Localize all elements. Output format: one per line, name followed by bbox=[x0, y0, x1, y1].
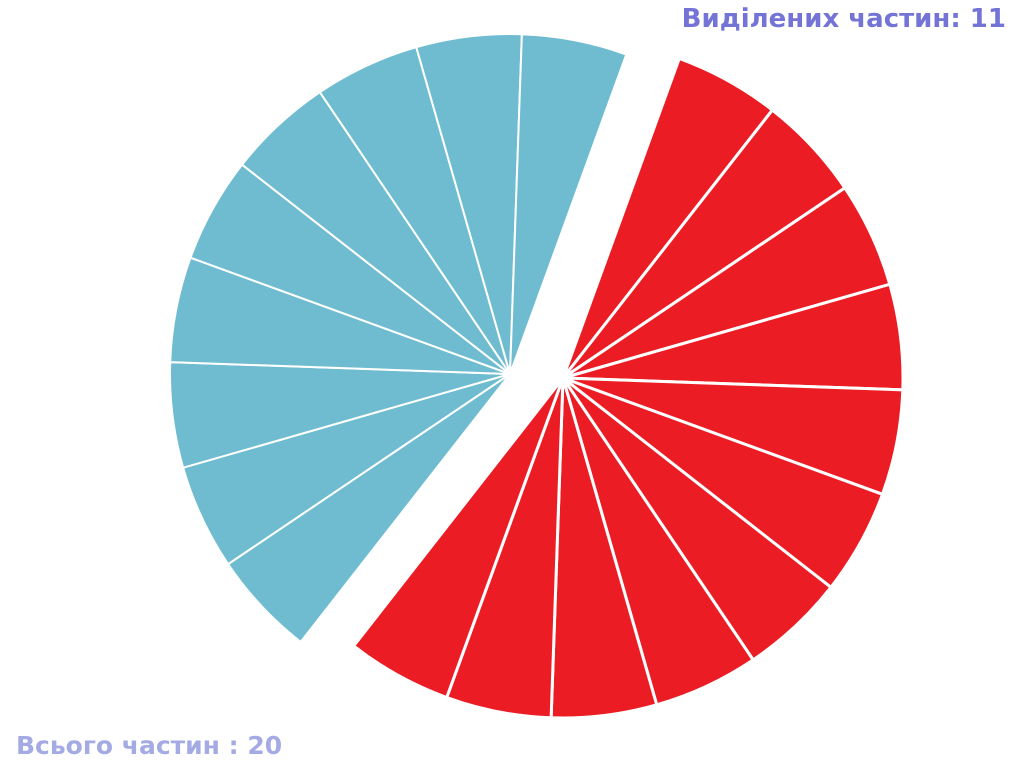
unselected-sector bbox=[509, 33, 628, 375]
selected-sectors bbox=[352, 57, 905, 720]
selected-parts-label: Виділених частин: 11 bbox=[681, 4, 1006, 34]
unselected-sectors bbox=[169, 33, 628, 643]
total-parts-label: Всього частин : 20 bbox=[16, 731, 283, 760]
selected-sector bbox=[352, 376, 565, 699]
